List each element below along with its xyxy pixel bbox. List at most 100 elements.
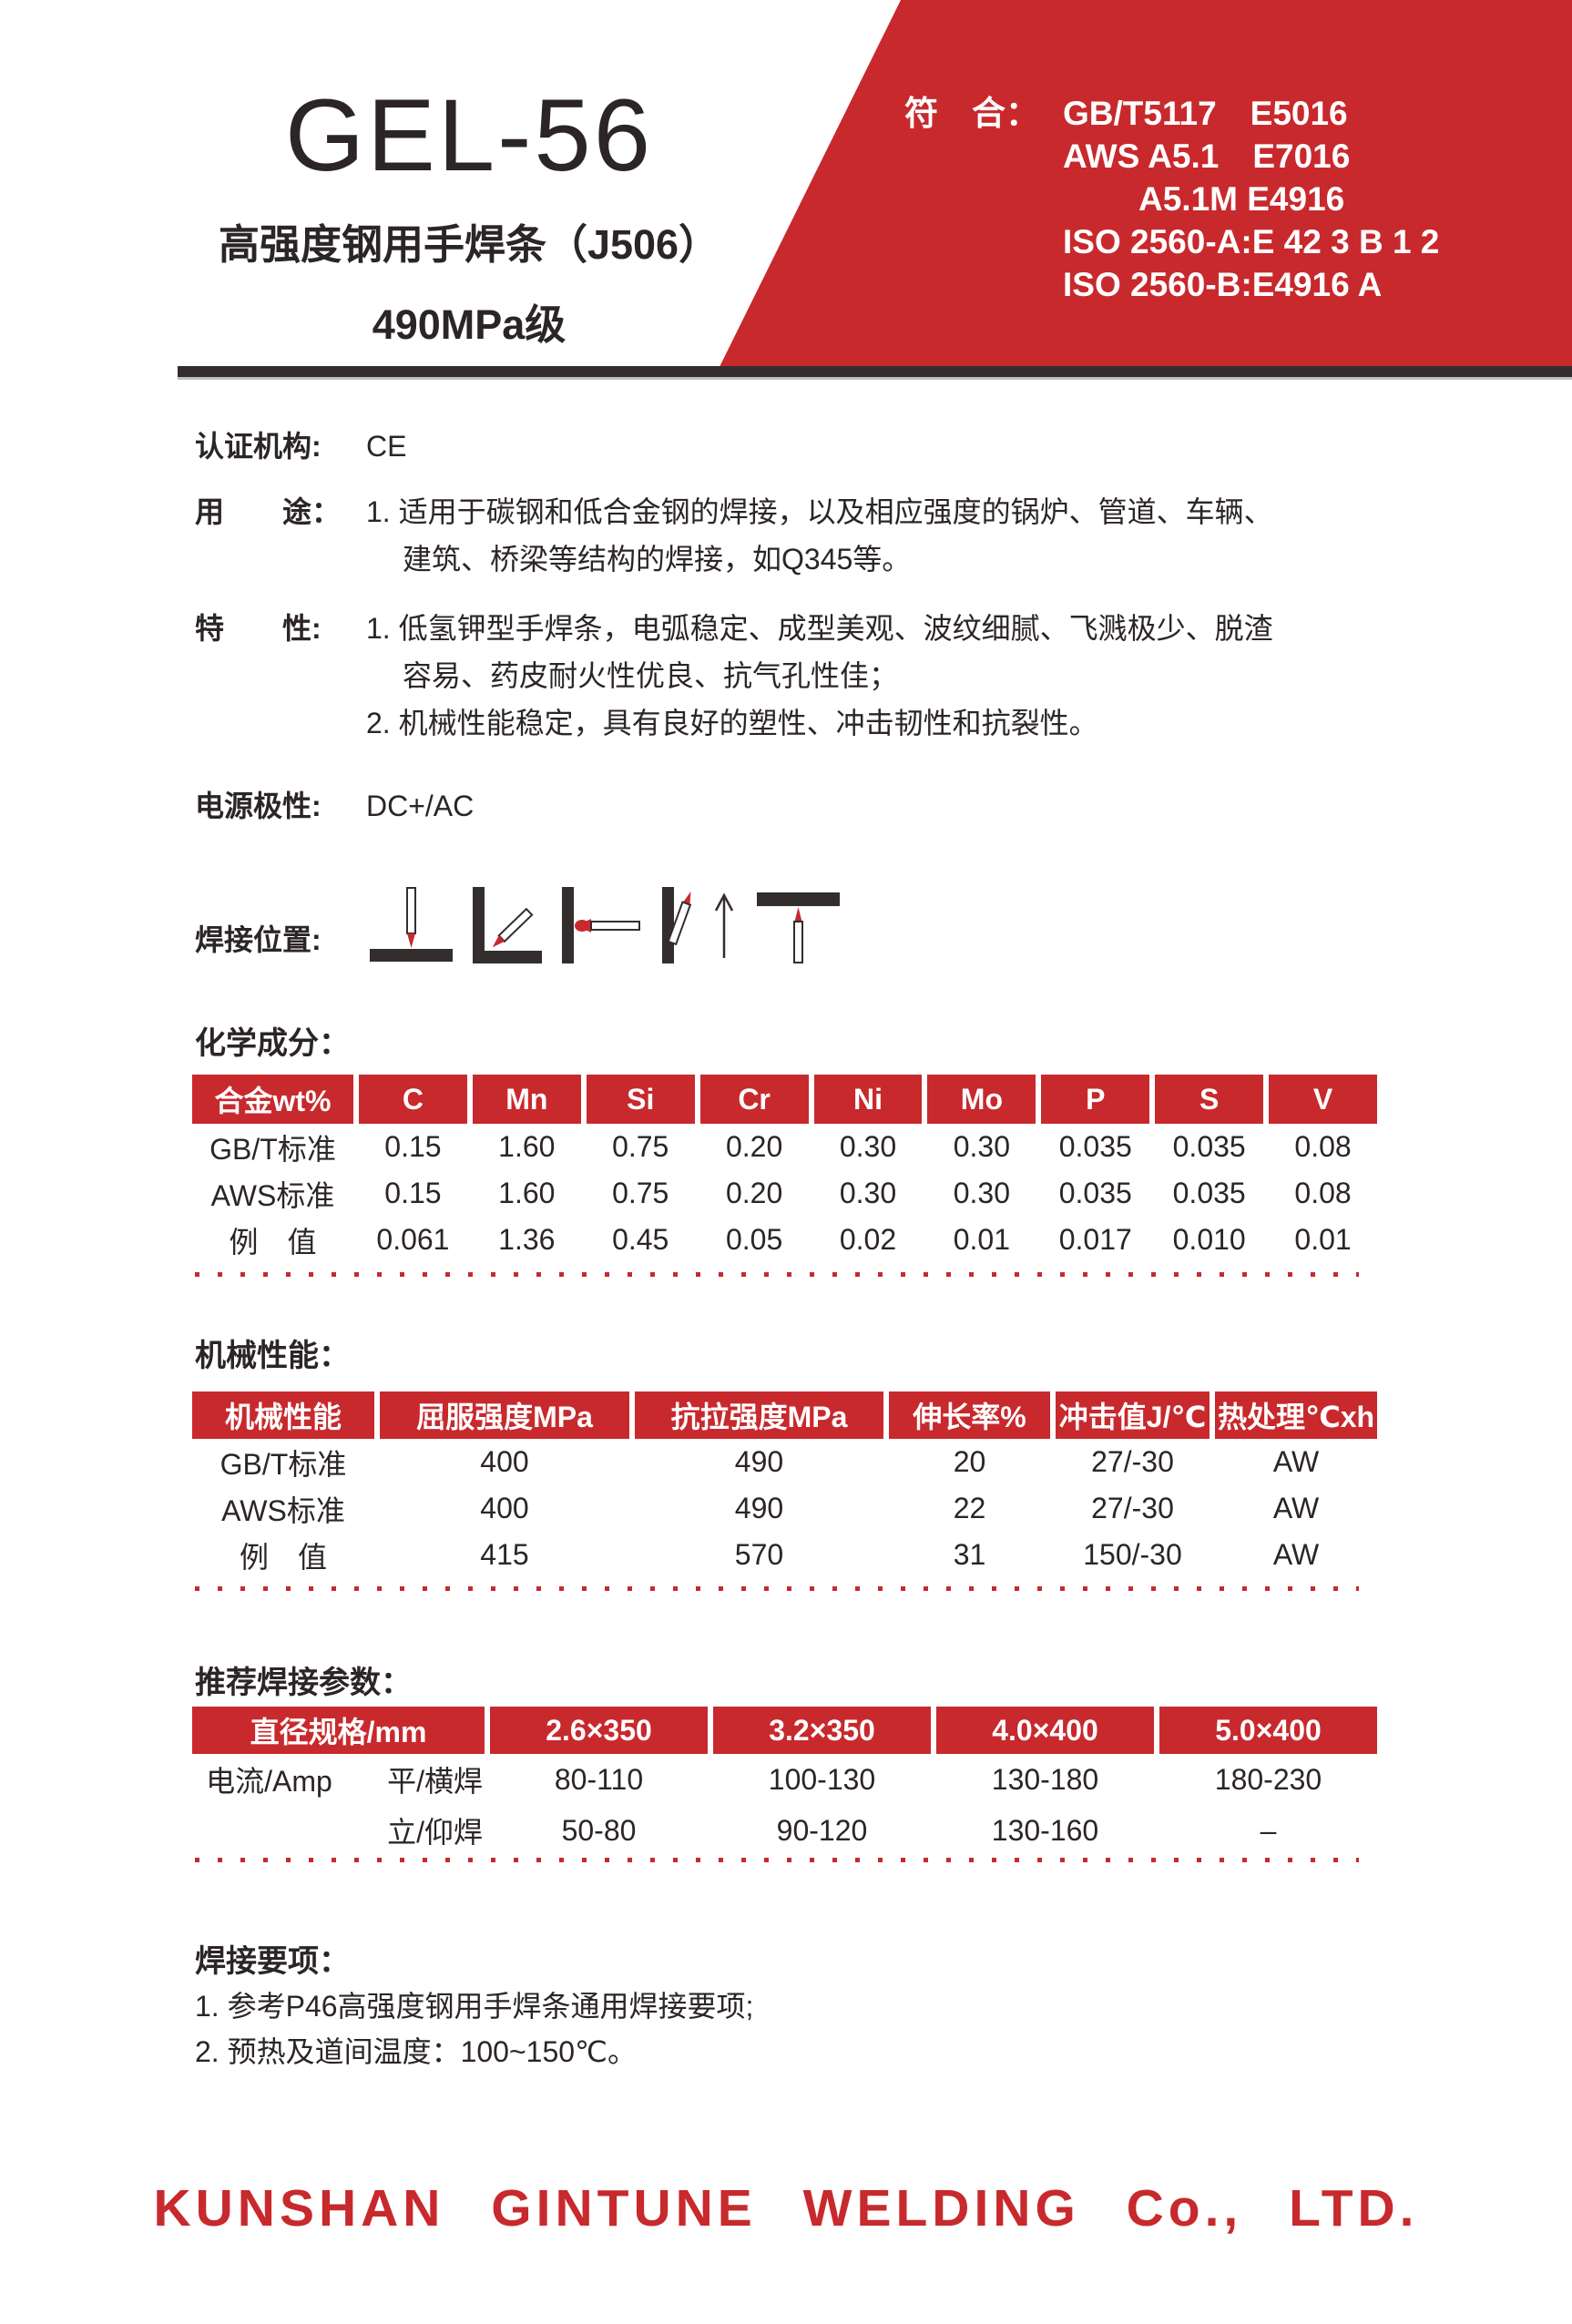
parameters-table: 直径规格/mm 2.6×350 3.2×350 4.0×400 5.0×400 … — [192, 1707, 1377, 1856]
certification-label: 认证机构: — [195, 430, 322, 463]
note-line: 2. 预热及道间温度：100~150℃。 — [195, 2035, 637, 2068]
table-cell: 90-120 — [776, 1813, 868, 1847]
usage-line: 1. 适用于碳钢和低合金钢的焊接，以及相应强度的锅炉、管道、车辆、 — [366, 495, 1273, 528]
features-row: 特 性: 1. 低氢钾型手焊条，电弧稳定、成型美观、波纹细腻、飞溅极少、脱渣 容… — [195, 605, 1273, 747]
features-line: 容易、药皮耐火性优良、抗气孔性佳； — [403, 659, 899, 692]
table-cell: 0.08 — [1294, 1130, 1352, 1163]
table-cell: 130-160 — [991, 1813, 1099, 1847]
table-cell: 0.30 — [839, 1130, 897, 1163]
chemical-header-cell: Ni — [813, 1075, 923, 1124]
table-cell: 50-80 — [561, 1813, 637, 1847]
table-cell: 27/-30 — [1091, 1492, 1174, 1524]
dotted-divider — [195, 1858, 1359, 1862]
chemical-section-title: 化学成分： — [195, 1026, 350, 1061]
product-code: GEL-56 — [285, 78, 653, 192]
mechanical-header-cell: 屈服强度MPa — [380, 1391, 629, 1439]
table-cell: 1.36 — [498, 1223, 556, 1256]
table-row-label: GB/T标准 — [219, 1447, 347, 1481]
table-cell: AW — [1272, 1492, 1320, 1524]
mechanical-header-cell: 机械性能 — [192, 1391, 374, 1439]
table-cell: AW — [1272, 1445, 1320, 1478]
table-cell: 0.035 — [1172, 1130, 1246, 1163]
header-divider-bar — [178, 366, 1572, 380]
compliance-value: GB/T5117 E5016 — [1063, 95, 1348, 132]
chemical-table: 合金wt% C Mn Si Cr Ni Mo P S V GB/T标准 0.15… — [192, 1075, 1377, 1263]
table-cell: 0.08 — [1294, 1177, 1352, 1209]
features-line: 2. 机械性能稳定，具有良好的塑性、冲击韧性和抗裂性。 — [366, 707, 1098, 739]
polarity-row: 电源极性: DC+/AC — [195, 782, 474, 830]
usage-text: 1. 适用于碳钢和低合金钢的焊接，以及相应强度的锅炉、管道、车辆、 建筑、桥梁等… — [366, 488, 1273, 583]
table-cell: 0.035 — [1058, 1130, 1132, 1163]
product-grade: 490MPa级 — [372, 301, 567, 348]
chemical-header-cell: C — [359, 1075, 467, 1124]
table-cell: 490 — [734, 1445, 784, 1478]
dotted-divider — [195, 1586, 1359, 1591]
table-cell: 31 — [953, 1538, 986, 1571]
flat-position-icon — [368, 887, 454, 963]
parameters-header-cell: 2.6×350 — [490, 1707, 708, 1754]
table-cell: 1.60 — [498, 1177, 556, 1209]
table-cell: 400 — [480, 1445, 529, 1478]
table-row-label: 平/横焊 — [387, 1765, 483, 1798]
features-text: 1. 低氢钾型手焊条，电弧稳定、成型美观、波纹细腻、飞溅极少、脱渣 容易、药皮耐… — [366, 605, 1273, 747]
table-cell: 0.02 — [839, 1223, 897, 1256]
table-cell: 0.20 — [725, 1177, 783, 1209]
table-cell: 0.01 — [953, 1223, 1011, 1256]
polarity-label: 电源极性: — [195, 790, 322, 822]
table-cell: 0.15 — [384, 1130, 442, 1163]
table-cell: 0.061 — [376, 1223, 450, 1256]
table-cell: 150/-30 — [1083, 1538, 1182, 1571]
table-row-label: GB/T标准 — [209, 1132, 336, 1166]
fillet-position-icon — [467, 887, 542, 963]
table-cell: 0.30 — [953, 1130, 1011, 1163]
usage-label: 用 途： — [195, 495, 342, 528]
table-cell: 80-110 — [554, 1762, 644, 1796]
table-cell: 0.30 — [839, 1177, 897, 1209]
compliance-line: AWS A5.1 E7016 — [1063, 138, 1351, 175]
chemical-header-cell: Mo — [927, 1075, 1036, 1124]
parameters-section-title: 推荐焊接参数： — [195, 1666, 412, 1700]
polarity-value: DC+/AC — [366, 790, 475, 822]
table-cell: 0.45 — [612, 1223, 669, 1256]
usage-row: 用 途： 1. 适用于碳钢和低合金钢的焊接，以及相应强度的锅炉、管道、车辆、 建… — [195, 488, 1273, 583]
table-cell: 1.60 — [498, 1130, 556, 1163]
chemical-header-cell: 合金wt% — [192, 1075, 353, 1124]
table-cell: 0.017 — [1058, 1223, 1132, 1256]
current-group-label: 电流/Amp — [206, 1765, 332, 1798]
chemical-header-cell: Mn — [472, 1075, 581, 1124]
table-cell: 0.75 — [612, 1177, 669, 1209]
parameters-header-cell: 5.0×400 — [1159, 1707, 1377, 1754]
vertical-up-position-icon — [658, 887, 742, 963]
chemical-header-cell: Si — [586, 1075, 695, 1124]
mechanical-header-cell: 热处理℃xh — [1215, 1391, 1377, 1439]
compliance-line: A5.1M E4916 — [1138, 180, 1345, 218]
table-cell: 0.05 — [725, 1223, 783, 1256]
table-cell: 0.01 — [1294, 1223, 1352, 1256]
table-row-label: 例 值 — [239, 1540, 327, 1574]
positions-row-label: 焊接位置: — [195, 916, 366, 963]
table-cell: 180-230 — [1214, 1762, 1322, 1796]
usage-line: 建筑、桥梁等结构的焊接，如Q345等。 — [403, 543, 912, 576]
parameters-header-cell: 直径规格/mm — [192, 1707, 485, 1754]
compliance-line: 符 合： GB/T5117 E5016 — [904, 92, 1439, 135]
table-cell: 22 — [953, 1492, 986, 1524]
table-cell: 0.010 — [1172, 1223, 1246, 1256]
table-row-label: 例 值 — [229, 1225, 317, 1259]
compliance-line: ISO 2560-A:E 42 3 B 1 2 — [1063, 223, 1440, 260]
chemical-header-cell: Cr — [699, 1075, 809, 1124]
table-cell: 100-130 — [768, 1762, 876, 1796]
table-cell: AW — [1272, 1538, 1320, 1571]
parameters-header-cell: 3.2×350 — [713, 1707, 931, 1754]
mechanical-section-title: 机械性能： — [195, 1339, 350, 1373]
certification-row: 认证机构: CE — [195, 423, 406, 470]
table-cell: 0.035 — [1058, 1177, 1132, 1209]
table-cell: 400 — [480, 1492, 529, 1524]
note-line: 1. 参考P46高强度钢用手焊条通用焊接要项; — [195, 1990, 754, 2023]
parameters-header-cell: 4.0×400 — [936, 1707, 1154, 1754]
table-row-label: AWS标准 — [221, 1493, 345, 1527]
chemical-header-cell: S — [1155, 1075, 1264, 1124]
table-cell: 0.30 — [953, 1177, 1011, 1209]
mechanical-header-cell: 抗拉强度MPa — [635, 1391, 883, 1439]
table-cell: – — [1260, 1813, 1277, 1847]
